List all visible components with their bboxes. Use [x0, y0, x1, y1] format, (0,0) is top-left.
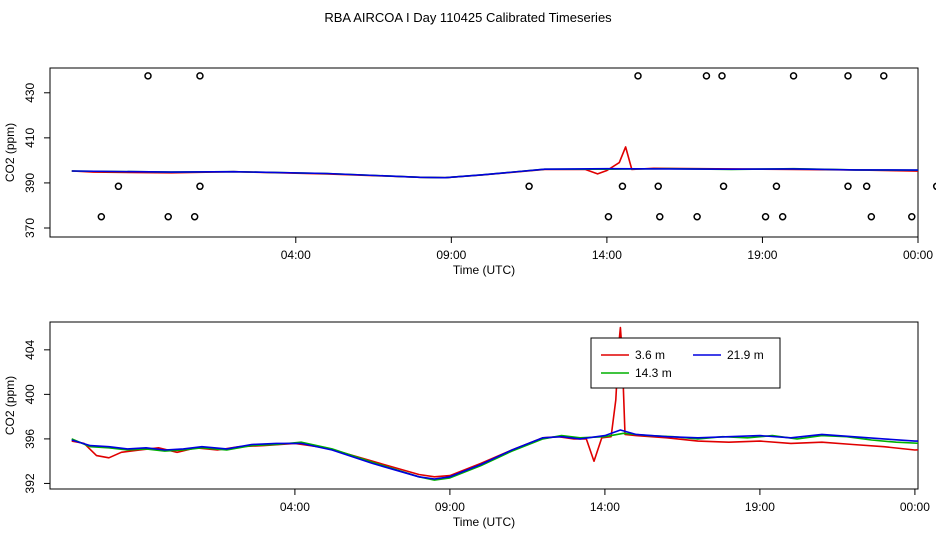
chart-1-marker-point — [718, 72, 726, 80]
chart-2-legend-label-2: 14.3 m — [635, 366, 672, 380]
chart-2-series-line-3 — [71, 429, 918, 480]
chart-1-marker-point — [862, 182, 871, 191]
chart-2-legend-label-1: 3.6 m — [635, 348, 665, 362]
chart-2-x-tick-label: 19:00 — [745, 500, 775, 514]
chart-2-y-tick-label: 392 — [23, 473, 37, 493]
chart-1-series-group — [71, 146, 918, 179]
chart-2-y-tick-label: 396 — [23, 429, 37, 449]
chart-1-marker-point — [844, 72, 852, 80]
chart-1-marker-point — [844, 182, 852, 191]
page-title: RBA AIRCOA I Day 110425 Calibrated Times… — [324, 10, 612, 25]
chart-2-x-axis-label: Time (UTC) — [453, 515, 515, 529]
chart-1-marker-point — [604, 212, 613, 221]
chart-1-marker-point — [190, 212, 199, 221]
chart-1-panel: 04:00 09:00 14:00 19:00 00:00 370 390 410 430 Tim… — [3, 67, 936, 277]
chart-2-x-tick-label: 00:00 — [900, 500, 930, 514]
chart-1-marker-point — [144, 72, 152, 80]
chart-1-x-tick-label: 14:00 — [592, 248, 622, 262]
chart-1-marker-point — [880, 72, 888, 80]
chart-1-marker-point — [196, 182, 204, 191]
chart-1-marker-point — [97, 212, 106, 221]
chart-1-marker-point — [761, 212, 770, 221]
chart-1-series-line-3 — [71, 167, 918, 179]
chart-1-marker-point — [908, 212, 916, 221]
chart-2-x-tick-label: 14:00 — [590, 500, 620, 514]
chart-2-legend-label-3: 21.9 m — [727, 348, 764, 362]
chart-2-panel: 04:00 09:00 14:00 19:00 00:00 392 396 400 404 Tim… — [3, 321, 930, 529]
chart-1-y-axis-label: CO2 (ppm) — [3, 123, 17, 182]
chart-1-marker-point — [693, 212, 701, 221]
chart-1-marker-point — [932, 182, 936, 190]
chart-1-marker-point — [702, 72, 711, 80]
chart-1-y-tick-label: 410 — [23, 128, 37, 148]
chart-2-y-tick-label: 404 — [23, 340, 37, 360]
chart-1-marker-point — [525, 182, 533, 191]
chart-1-x-tick-label: 04:00 — [281, 248, 311, 262]
chart-1-marker-point — [196, 72, 204, 80]
chart-1-y-tick-label: 370 — [23, 218, 37, 238]
chart-1-marker-point — [656, 212, 664, 221]
chart-1-y-tick-label: 390 — [23, 173, 37, 193]
chart-1-marker-point — [114, 182, 123, 191]
chart-2-plot-frame — [49, 321, 919, 490]
chart-1-marker-point — [789, 72, 798, 80]
chart-1-x-tick-label: 00:00 — [903, 248, 933, 262]
chart-1-x-axis-label: Time (UTC) — [453, 263, 515, 277]
chart-2-y-tick-label: 400 — [23, 384, 37, 404]
chart-1-y-tick-label: 430 — [23, 82, 37, 102]
chart-2-y-axis-label: CO2 (ppm) — [3, 376, 17, 435]
chart-1-marker-point — [618, 182, 627, 191]
chart-1-marker-point — [634, 72, 642, 80]
chart-1-x-tick-label: 19:00 — [747, 248, 777, 262]
chart-2-x-tick-label: 04:00 — [280, 500, 310, 514]
chart-1-marker-point — [772, 182, 781, 191]
chart-1-x-tick-label: 09:00 — [436, 248, 466, 262]
chart-2-series-group — [71, 326, 918, 481]
chart-2-legend-box — [590, 337, 781, 389]
chart-1-marker-point — [654, 182, 662, 191]
chart-2-legend: 3.6 m 14.3 m 21.9 m — [590, 337, 781, 389]
chart-2-series-line-2 — [71, 432, 918, 481]
chart-1-marker-point — [778, 212, 787, 221]
chart-1-marker-point — [719, 182, 728, 191]
chart-2-x-tick-label: 09:00 — [435, 500, 465, 514]
chart-1-plot-frame — [49, 67, 919, 238]
chart-1-marker-point — [867, 212, 876, 221]
chart-1-marker-point — [164, 212, 172, 221]
